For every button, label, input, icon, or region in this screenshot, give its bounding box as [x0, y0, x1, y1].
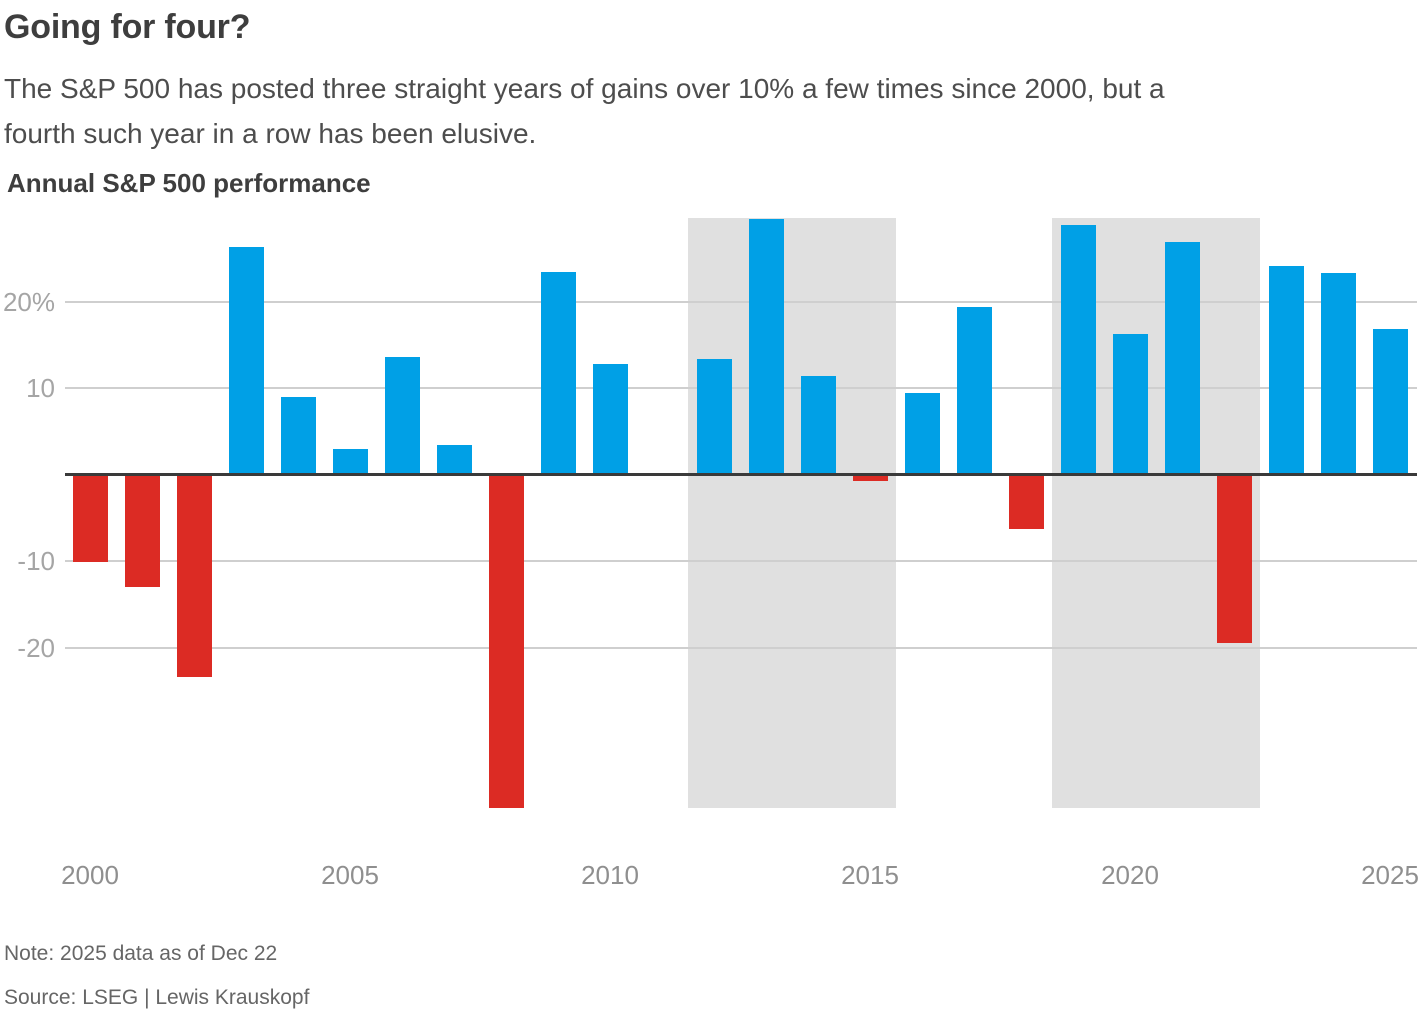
bar-2025: [1372, 328, 1408, 475]
bar-2014: [800, 376, 836, 475]
bar-2007: [436, 444, 472, 475]
bar-2008: [488, 474, 524, 808]
bar-2024: [1320, 273, 1356, 475]
bar-2017: [956, 307, 992, 475]
y-tick-label: -20: [17, 632, 55, 663]
bar-2022: [1216, 474, 1252, 643]
x-tick-label: 2025: [1361, 860, 1419, 890]
zero-baseline: [65, 473, 1417, 477]
bar-2018: [1008, 474, 1044, 529]
plot-area: 20% 10 -10 -20: [0, 218, 1420, 808]
x-tick-label: 2010: [581, 860, 639, 890]
bar-2000: [72, 474, 108, 563]
bar-2021: [1164, 242, 1200, 475]
gridline: [65, 646, 1417, 649]
x-tick-label: 2015: [841, 860, 899, 890]
chart-subtitle: The S&P 500 has posted three straight ye…: [4, 66, 1165, 156]
bar-2006: [384, 357, 420, 475]
source-text: Source: LSEG | Lewis Krauskopf: [4, 986, 310, 1009]
subtitle-line-1: The S&P 500 has posted three straight ye…: [4, 73, 1165, 104]
y-tick-label: -10: [17, 546, 55, 577]
bar-2012: [696, 359, 732, 475]
page-title: Going for four?: [4, 8, 251, 46]
bar-2013: [748, 218, 784, 475]
chart-heading: Annual S&P 500 performance: [7, 168, 371, 198]
bar-2002: [176, 474, 212, 678]
bar-2019: [1060, 224, 1096, 475]
bar-2016: [904, 392, 940, 475]
bar-2010: [592, 364, 628, 475]
gridline: [65, 560, 1417, 563]
bar-2005: [332, 448, 368, 475]
bar-2023: [1268, 265, 1304, 475]
bar-2009: [540, 271, 576, 475]
x-tick-label: 2000: [61, 860, 119, 890]
x-tick-label: 2005: [321, 860, 379, 890]
gridline: [65, 300, 1417, 303]
highlight-band: [688, 218, 896, 808]
bar-2020: [1112, 333, 1148, 475]
bar-2004: [280, 397, 316, 475]
x-tick-label: 2020: [1101, 860, 1159, 890]
y-tick-label: 10: [26, 373, 55, 404]
subtitle-line-2: fourth such year in a row has been elusi…: [4, 118, 537, 149]
note-text: Note: 2025 data as of Dec 22: [4, 942, 278, 965]
bar-2003: [228, 246, 264, 475]
gridline: [65, 387, 1417, 390]
bar-2001: [124, 474, 160, 588]
y-tick-label: 20%: [2, 286, 55, 317]
x-axis: 2000 2005 2010 2015 2020 2025: [0, 860, 1420, 896]
bar-2015: [852, 474, 888, 481]
